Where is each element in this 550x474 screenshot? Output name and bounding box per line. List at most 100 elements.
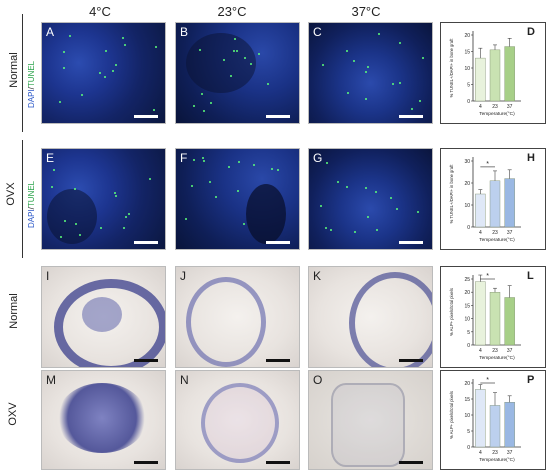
stained-tissue [201,383,279,463]
y-tick-label: 10 [464,413,470,419]
y-tick-label: 10 [464,203,470,209]
x-axis-label: Temperature(°C) [479,237,515,243]
scale-bar [134,115,158,118]
tunel-dot [228,165,231,168]
header-4c: 4°C [89,4,111,19]
stained-tissue [186,277,266,367]
tunel-dot [418,99,421,102]
tunel-dot [238,161,241,164]
tunel-dot [192,158,195,161]
tunel-dot [114,194,117,197]
y-tick-label: 15 [464,397,470,403]
tunel-dot [330,228,333,231]
panel-letter: M [46,373,56,387]
chart-h: H 0 10 20 30 % TUNEL+/DAPI+ in bone graft 4 23 3… [440,148,546,250]
stain-label-1: DAPI/TUNEL [27,48,39,108]
x-axis-label: Temperature(°C) [479,457,515,463]
y-tick-label: 5 [467,330,470,336]
tunel-dot [75,223,78,226]
tunel-dot [202,157,205,160]
chart-d: D 0 5 10 15 20 % TUNEL+/DAPI+ in bone graft 4 23… [440,22,546,124]
tunel-dot [276,168,279,171]
scale-bar [134,461,158,464]
x-tick-label: 37 [507,450,513,456]
panel-letter: J [180,269,186,283]
scale-bar [399,241,423,244]
tunel-dot [244,57,247,60]
y-axis-label: % TUNEL+/DAPI+ in bone graft [449,38,454,98]
tunel-dot [270,167,273,170]
y-tick-label: 20 [464,33,470,39]
y-tick-label: 5 [467,429,470,435]
scale-bar [399,461,423,464]
tunel-dot [209,180,212,183]
header-23c: 23°C [217,4,247,19]
y-tick-label: 0 [467,99,470,105]
x-tick-label: 4 [479,450,482,456]
x-tick-label: 37 [507,104,513,110]
panel-letter: N [180,373,189,387]
tunel-dot [346,49,349,52]
stained-tissue [82,297,122,332]
tunel-dot [267,83,270,86]
tunel-dot [236,190,239,193]
tunel-dot [63,220,66,223]
tunel-dot [326,162,329,165]
bar [489,49,501,102]
tunel-dot [391,82,394,85]
dark-region [186,33,256,93]
y-tick-label: 15 [464,50,470,56]
row-label-normal-2: Normal [8,293,20,329]
dark-region [246,184,286,244]
stain-dapi: DAPI [27,209,36,228]
scale-bar [266,461,290,464]
significance-star: * [486,161,489,168]
tunel-dot [411,108,414,111]
tunel-dot [416,211,419,214]
tunel-dot [233,49,236,52]
tunel-dot [346,92,349,95]
tunel-dot [252,163,255,166]
panel-letter: L [527,270,534,282]
tunel-dot [395,208,398,211]
significance-star: * [486,273,489,280]
y-tick-label: 20 [464,181,470,187]
stain-tunel: TUNEL [27,60,36,88]
bar [504,46,515,102]
tunel-dot [250,63,253,66]
image-panel-b: B [175,22,300,124]
stained-tissue [57,383,147,453]
chart-p-svg: P 0 5 10 15 20 % ALP+ pixels/total pixels 4 23 37… [449,374,534,463]
stained-tissue [349,272,432,367]
panel-letter: H [527,152,535,164]
tunel-dot [389,196,392,199]
tunel-dot [222,59,225,61]
image-panel-f: F [175,148,300,250]
tunel-dot [354,231,357,234]
tunel-dot [73,188,76,191]
x-tick-label: 23 [492,230,498,236]
stain-dapi: DAPI [27,89,36,108]
bar [489,292,501,346]
x-tick-label: 37 [507,348,513,354]
y-axis-label: % TUNEL+/DAPI+ in bone graft [449,164,454,224]
bar [504,297,515,346]
tunel-dot [125,215,128,218]
y-tick-label: 15 [464,303,470,309]
y-axis-label: % ALP+ pixels/total pixels [449,391,454,439]
scale-bar [266,115,290,118]
tunel-dot [322,63,325,66]
tunel-dot [198,48,201,51]
tunel-dot [366,66,369,69]
tunel-dot [320,205,323,208]
panel-letter: C [313,25,322,39]
panel-letter: P [527,374,534,386]
stain-sep: / [27,207,36,210]
row-divider-2 [22,140,23,258]
tunel-dot [111,69,114,72]
header-37c: 37°C [351,4,381,19]
panel-letter: E [46,151,55,165]
panel-letter: A [46,25,55,39]
tunel-dot [100,226,103,229]
y-tick-label: 0 [467,225,470,231]
